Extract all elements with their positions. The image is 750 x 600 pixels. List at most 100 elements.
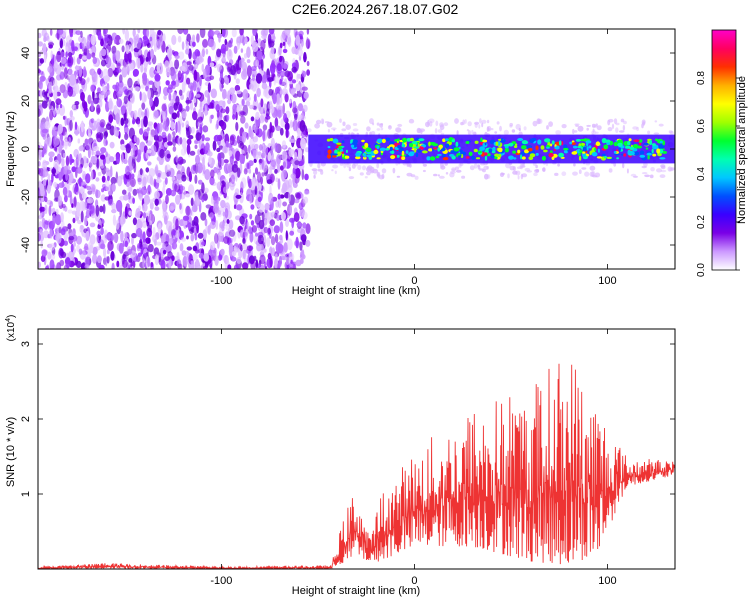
signal-speck — [614, 153, 621, 156]
noise-speck — [149, 213, 155, 225]
noise-speck — [185, 120, 190, 128]
halo-speck — [548, 121, 553, 127]
noise-speck — [181, 122, 185, 128]
noise-speck — [171, 50, 175, 55]
x-tick-label: 100 — [598, 575, 616, 587]
halo-speck — [392, 167, 396, 174]
halo-speck — [667, 166, 673, 172]
signal-speck — [656, 148, 661, 154]
signal-speck — [409, 143, 413, 148]
noise-speck — [265, 29, 269, 35]
noise-speck — [225, 106, 230, 114]
halo-speck — [620, 118, 625, 123]
noise-speck — [237, 37, 240, 42]
signal-speck — [422, 150, 428, 154]
signal-speck — [497, 140, 501, 146]
signal-speck — [490, 154, 496, 159]
halo-speck — [669, 167, 674, 172]
noise-speck — [261, 157, 264, 170]
noise-speck — [93, 146, 100, 151]
noise-speck — [120, 117, 125, 127]
noise-speck — [267, 152, 272, 162]
noise-speck — [140, 247, 144, 255]
halo-speck — [660, 164, 666, 168]
noise-speck — [94, 72, 99, 82]
noise-speck — [47, 251, 52, 260]
halo-speck — [311, 168, 318, 172]
noise-speck — [38, 108, 41, 118]
noise-speck — [212, 250, 218, 256]
signal-speck — [571, 140, 575, 143]
signal-speck — [361, 139, 365, 143]
noise-speck — [150, 261, 154, 268]
noise-speck — [115, 199, 123, 212]
noise-speck — [277, 178, 281, 190]
noise-speck — [127, 186, 133, 193]
noise-speck — [199, 29, 206, 38]
noise-speck — [197, 116, 203, 123]
halo-speck — [395, 127, 401, 133]
noise-speck — [140, 118, 144, 130]
noise-speck — [90, 34, 96, 46]
noise-speck — [227, 43, 233, 48]
signal-speck — [444, 138, 449, 142]
noise-speck — [137, 78, 140, 85]
spectrogram-ticks: -100 0 100 -40 -20 0 20 40 — [20, 29, 675, 287]
noise-speck — [137, 29, 141, 34]
signal-speck — [497, 147, 503, 153]
noise-speck — [126, 100, 132, 112]
noise-speck — [157, 135, 163, 142]
halo-speck — [443, 122, 449, 127]
halo-speck — [333, 128, 336, 132]
noise-speck — [71, 166, 77, 173]
noise-speck — [258, 243, 264, 252]
noise-speck — [236, 256, 242, 264]
signal-speck — [402, 137, 407, 143]
noise-speck — [43, 32, 50, 41]
noise-speck — [81, 192, 87, 200]
noise-speck — [97, 68, 102, 75]
signal-speck — [480, 137, 483, 143]
noise-speck — [74, 83, 80, 95]
noise-speck — [122, 189, 127, 195]
noise-speck — [142, 72, 147, 82]
noise-speck — [216, 63, 222, 73]
noise-speck — [270, 159, 277, 167]
noise-speck — [176, 251, 180, 262]
noise-speck — [58, 143, 63, 154]
noise-speck — [140, 64, 144, 73]
noise-speck — [65, 46, 69, 52]
noise-speck — [204, 187, 209, 193]
noise-speck — [52, 213, 56, 226]
noise-speck — [246, 221, 250, 230]
noise-speck — [216, 48, 222, 58]
halo-speck — [647, 130, 651, 135]
noise-speck — [146, 174, 153, 184]
halo-speck — [572, 171, 578, 176]
halo-speck — [445, 172, 449, 175]
noise-speck — [198, 179, 203, 185]
noise-speck — [100, 227, 104, 236]
noise-speck — [69, 119, 73, 131]
noise-speck — [133, 134, 137, 143]
noise-speck — [208, 38, 215, 48]
noise-speck — [305, 38, 311, 50]
halo-speck — [320, 118, 325, 125]
signal-speck — [396, 154, 400, 158]
signal-speck — [638, 142, 642, 146]
signal-speck — [332, 153, 338, 156]
signal-speck — [586, 146, 589, 151]
noise-speck — [125, 203, 130, 210]
noise-speck — [185, 48, 190, 55]
signal-speck — [571, 142, 576, 145]
noise-speck — [186, 33, 191, 42]
noise-speck — [192, 41, 196, 47]
halo-speck — [535, 164, 538, 169]
noise-speck — [176, 179, 180, 186]
noise-speck — [157, 222, 162, 235]
halo-speck — [668, 130, 673, 134]
halo-speck — [650, 167, 655, 172]
noise-speck — [157, 29, 162, 36]
noise-speck — [245, 100, 251, 107]
colorbar-tick-label: 0.6 — [696, 119, 707, 133]
